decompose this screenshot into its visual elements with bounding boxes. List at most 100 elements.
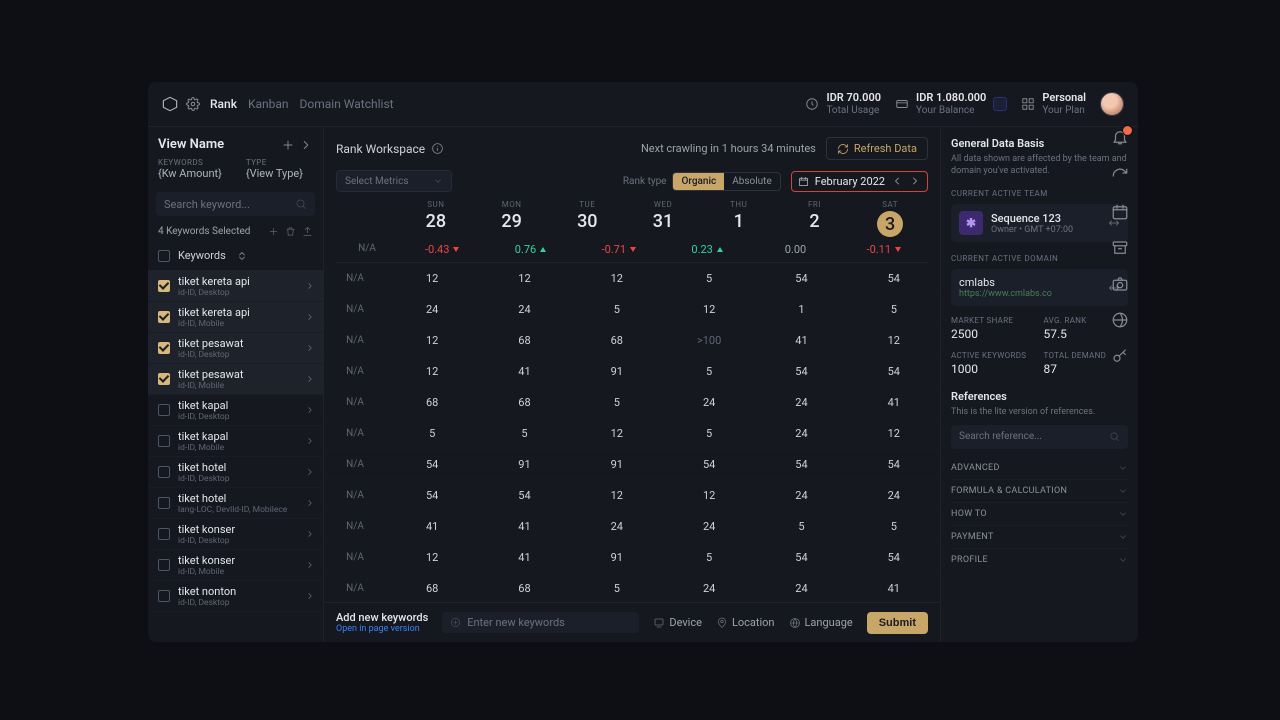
ranktype-label: Rank type bbox=[623, 176, 667, 187]
center-panel: Rank Workspace Next crawling in 1 hours … bbox=[324, 127, 940, 642]
add-subtitle[interactable]: Open in page version bbox=[336, 624, 428, 634]
day-number: 28 bbox=[398, 211, 474, 232]
crumb-watchlist[interactable]: Domain Watchlist bbox=[300, 97, 394, 111]
notifications-icon[interactable] bbox=[1111, 128, 1129, 146]
rank-cell: 24 bbox=[755, 427, 847, 440]
table-row: N/A545412122424 bbox=[324, 480, 940, 511]
date-picker[interactable]: February 2022 bbox=[791, 171, 928, 192]
date-prev-icon[interactable] bbox=[891, 175, 903, 187]
crumb-rank[interactable]: Rank bbox=[210, 97, 237, 111]
delta-row: N/A -0.430.76-0.710.230.00-0.11 bbox=[336, 237, 928, 263]
keyword-name: tiket kereta api bbox=[178, 306, 297, 319]
keyword-meta: id-ID, Desktop bbox=[178, 536, 297, 546]
seg-organic[interactable]: Organic bbox=[673, 173, 724, 190]
keyword-checkbox[interactable] bbox=[158, 404, 170, 416]
day-cell[interactable]: TUE 30 bbox=[549, 200, 625, 237]
keyword-checkbox[interactable] bbox=[158, 342, 170, 354]
keyword-checkbox[interactable] bbox=[158, 311, 170, 323]
archive-icon[interactable] bbox=[1111, 239, 1129, 257]
keyword-checkbox[interactable] bbox=[158, 466, 170, 478]
keyword-checkbox[interactable] bbox=[158, 590, 170, 602]
calendar-rail-icon[interactable] bbox=[1111, 203, 1129, 221]
keyword-checkbox[interactable] bbox=[158, 280, 170, 292]
location-icon bbox=[716, 617, 728, 629]
rank-cell: 54 bbox=[386, 458, 478, 471]
sort-icon[interactable] bbox=[236, 250, 248, 262]
day-cell[interactable]: THU 1 bbox=[701, 200, 777, 237]
rank-cell: 24 bbox=[755, 489, 847, 502]
avatar[interactable] bbox=[1100, 92, 1124, 116]
day-cell[interactable]: MON 29 bbox=[474, 200, 550, 237]
day-cell[interactable]: SUN 28 bbox=[398, 200, 474, 237]
na-cell: N/A bbox=[324, 273, 386, 284]
keyword-row[interactable]: tiket hotel id-ID, Desktop bbox=[148, 457, 323, 488]
keyword-row[interactable]: tiket nonton id-ID, Desktop bbox=[148, 581, 323, 612]
keyword-search-input[interactable]: Search keyword... bbox=[156, 192, 315, 216]
rank-cell: 68 bbox=[386, 582, 478, 595]
keyword-row[interactable]: tiket konser id-ID, Desktop bbox=[148, 519, 323, 550]
keyword-checkbox[interactable] bbox=[158, 373, 170, 385]
rank-cell: 54 bbox=[478, 489, 570, 502]
chevron-down-icon bbox=[433, 176, 443, 186]
references-title: References bbox=[951, 390, 1128, 403]
settings-icon[interactable] bbox=[186, 97, 200, 111]
balance-label: Your Balance bbox=[916, 105, 986, 117]
add-keywords-input[interactable]: Enter new keywords bbox=[442, 612, 639, 633]
device-option[interactable]: Device bbox=[653, 616, 702, 629]
rank-cell: 5 bbox=[571, 396, 663, 409]
accordion-item[interactable]: PAYMENT bbox=[951, 525, 1128, 548]
keyword-name: tiket kereta api bbox=[178, 275, 297, 288]
keyword-checkbox[interactable] bbox=[158, 497, 170, 509]
logo-icon bbox=[162, 96, 178, 112]
keyword-row[interactable]: tiket pesawat id-ID, Desktop bbox=[148, 333, 323, 364]
keyword-row[interactable]: tiket hotel lang-LOC, Devlld-ID, Mobilec… bbox=[148, 488, 323, 519]
metrics-select[interactable]: Select Metrics bbox=[336, 170, 452, 192]
activity-icon[interactable] bbox=[1111, 167, 1129, 185]
keyword-row[interactable]: tiket kereta api id-ID, Mobile bbox=[148, 302, 323, 333]
export-selection-icon[interactable] bbox=[302, 226, 313, 237]
chevron-right-icon bbox=[305, 312, 315, 322]
camera-icon[interactable] bbox=[1111, 275, 1129, 293]
references-desc: This is the lite version of references. bbox=[951, 406, 1128, 418]
add-selection-icon[interactable] bbox=[268, 226, 279, 237]
rank-cell: 12 bbox=[571, 427, 663, 440]
accordion-item[interactable]: HOW TO bbox=[951, 502, 1128, 525]
select-all-checkbox[interactable] bbox=[158, 250, 170, 262]
add-view-icon[interactable] bbox=[281, 138, 295, 152]
info-icon[interactable] bbox=[431, 142, 444, 155]
language-option[interactable]: Language bbox=[789, 616, 853, 629]
refresh-label: Refresh Data bbox=[854, 142, 917, 155]
reference-search-input[interactable]: Search reference... bbox=[951, 425, 1128, 449]
keyword-row[interactable]: tiket kapal id-ID, Mobile bbox=[148, 426, 323, 457]
refresh-button[interactable]: Refresh Data bbox=[826, 137, 928, 160]
active-kw-val: 1000 bbox=[951, 362, 1036, 376]
day-cell[interactable]: WED 31 bbox=[625, 200, 701, 237]
delete-selection-icon[interactable] bbox=[285, 226, 296, 237]
na-cell: N/A bbox=[324, 428, 386, 439]
search-icon bbox=[1109, 431, 1120, 442]
keyword-row[interactable]: tiket pesawat id-ID, Mobile bbox=[148, 364, 323, 395]
keyword-checkbox[interactable] bbox=[158, 528, 170, 540]
plan-value: Personal bbox=[1042, 92, 1086, 105]
date-next-icon[interactable] bbox=[909, 175, 921, 187]
next-view-icon[interactable] bbox=[299, 138, 313, 152]
keyword-row[interactable]: tiket kereta api id-ID, Desktop bbox=[148, 271, 323, 302]
accordion-item[interactable]: FORMULA & CALCULATION bbox=[951, 479, 1128, 502]
keyword-checkbox[interactable] bbox=[158, 435, 170, 447]
keyword-row[interactable]: tiket kapal id-ID, Desktop bbox=[148, 395, 323, 426]
keyword-checkbox[interactable] bbox=[158, 559, 170, 571]
topup-button[interactable] bbox=[993, 97, 1007, 111]
seg-absolute[interactable]: Absolute bbox=[724, 173, 780, 190]
keyword-row[interactable]: tiket konser id-ID, Mobile bbox=[148, 550, 323, 581]
accordion-item[interactable]: PROFILE bbox=[951, 548, 1128, 571]
key-icon[interactable] bbox=[1111, 347, 1129, 365]
submit-button[interactable]: Submit bbox=[867, 612, 928, 634]
globe-rail-icon[interactable] bbox=[1111, 311, 1129, 329]
location-option[interactable]: Location bbox=[716, 616, 775, 629]
accordion-item[interactable]: ADVANCED bbox=[951, 457, 1128, 479]
rank-cell: 54 bbox=[386, 489, 478, 502]
balance-stat: IDR 1.080.000 Your Balance bbox=[895, 92, 1007, 116]
day-cell[interactable]: SAT 3 bbox=[852, 200, 928, 237]
crumb-kanban[interactable]: Kanban bbox=[248, 97, 289, 111]
day-cell[interactable]: FRI 2 bbox=[777, 200, 853, 237]
